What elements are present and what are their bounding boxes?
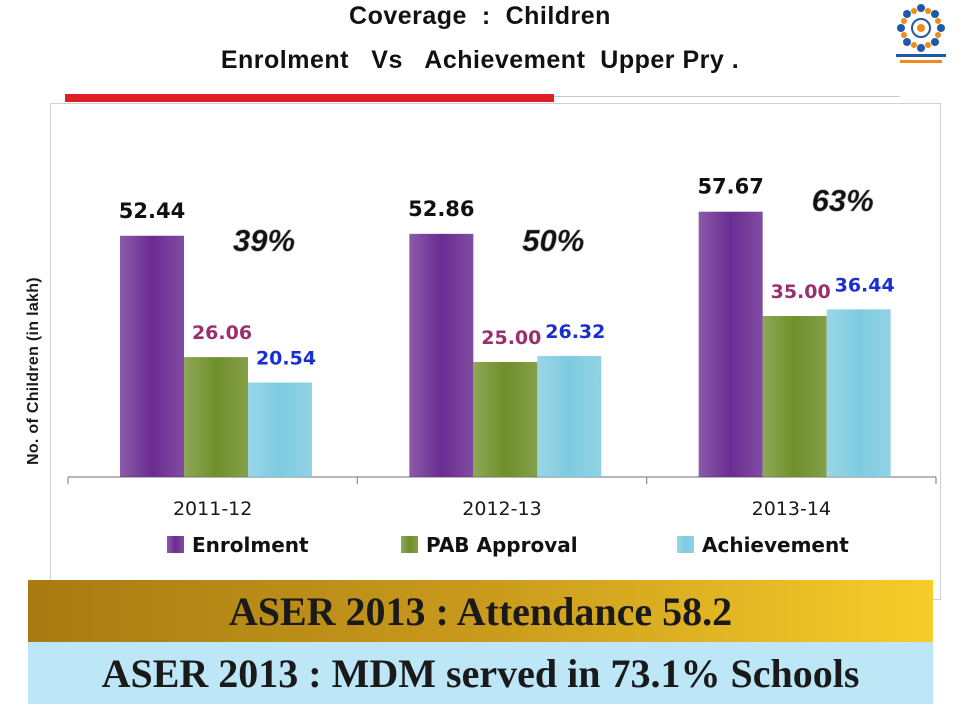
data-label-achievement-2013-14: 36.44 — [835, 274, 895, 296]
data-label-enrolment-2011-12: 52.44 — [119, 199, 185, 223]
bar-achievement-2013-14 — [826, 309, 891, 477]
data-label-enrolment-2013-14: 57.67 — [697, 175, 763, 199]
data-label-enrolment-2012-13: 52.86 — [408, 197, 474, 221]
percent-annotation-2013-14: 63% — [812, 183, 874, 218]
bar-achievement-2012-13 — [537, 355, 602, 477]
data-label-achievement-2012-13: 26.32 — [545, 321, 605, 343]
title-underline-thin — [554, 96, 900, 97]
bar-achievement-2011-12 — [248, 382, 312, 477]
data-label-pab-approval-2012-13: 25.00 — [481, 327, 541, 349]
percent-annotation-2012-13: 50% — [522, 223, 584, 258]
legend-label-achievement: Achievement — [702, 533, 849, 557]
legend-label-enrolment: Enrolment — [192, 533, 309, 557]
bar-pab-approval-2013-14 — [762, 316, 827, 477]
aser-mdm-banner: ASER 2013 : MDM served in 73.1% Schools — [28, 642, 933, 704]
bar-enrolment-2013-14 — [698, 211, 763, 477]
legend-swatch-achievement — [677, 536, 694, 553]
bar-enrolment-2012-13 — [409, 233, 474, 477]
title-line-2: Enrolment Vs Achievement Upper Pry . — [220, 46, 740, 74]
bar-pab-approval-2011-12 — [184, 357, 248, 477]
legend-swatch-pab-approval — [401, 536, 418, 553]
mid-day-meal-logo — [882, 0, 960, 70]
x-tick-label-2011-12: 2011-12 — [173, 498, 252, 520]
x-tick-label-2013-14: 2013-14 — [752, 498, 831, 520]
legend-label-pab-approval: PAB Approval — [426, 533, 578, 557]
data-label-pab-approval-2013-14: 35.00 — [771, 281, 831, 303]
y-axis-label: No. of Children (in lakh) — [25, 277, 42, 465]
bar-enrolment-2011-12 — [120, 235, 184, 477]
legend-swatch-enrolment — [167, 536, 184, 553]
bar-pab-approval-2012-13 — [473, 362, 538, 477]
aser-attendance-banner: ASER 2013 : Attendance 58.2 — [28, 580, 933, 642]
data-label-achievement-2011-12: 20.54 — [256, 348, 316, 370]
percent-annotation-2011-12: 39% — [233, 223, 295, 258]
data-label-pab-approval-2011-12: 26.06 — [192, 322, 252, 344]
title-underline-red — [65, 94, 554, 102]
title-line-1: Coverage : Children — [349, 2, 611, 30]
x-tick-label-2012-13: 2012-13 — [462, 498, 541, 520]
